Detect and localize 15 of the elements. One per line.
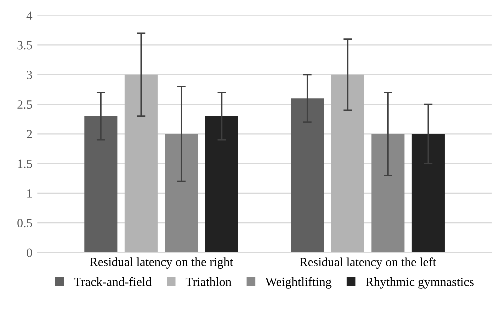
y-tick-label: 3.5 (18, 41, 32, 50)
x-tick-label: Residual latency on the left (300, 258, 436, 270)
legend-label: Track-and-field (74, 277, 152, 286)
x-tick-label: Residual latency on the right (90, 258, 234, 269)
y-tick-label: 2.5 (18, 100, 32, 110)
y-tick-label: 1.5 (18, 160, 32, 168)
legend-label: Triathlon (186, 278, 232, 286)
y-tick-label: 1 (28, 190, 32, 198)
y-tick-label: 0 (27, 248, 32, 258)
legend-label: Weightlifting (266, 277, 332, 289)
y-tick-label: 2 (27, 130, 32, 138)
legend-label: Rhythmic gymnastics (366, 278, 474, 289)
y-tick-label: 3 (27, 70, 32, 80)
y-tick-label: 0.5 (18, 219, 32, 228)
y-tick-label: 4 (26, 12, 33, 20)
